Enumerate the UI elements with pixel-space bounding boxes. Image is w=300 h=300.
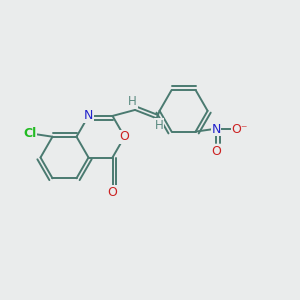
Text: Cl: Cl [23,127,37,140]
Text: N: N [211,123,221,136]
Text: H: H [154,119,164,132]
Text: H: H [128,95,137,108]
Text: N: N [84,110,93,122]
Text: O: O [108,186,117,199]
Text: O: O [120,130,129,143]
Text: O⁻: O⁻ [231,123,248,136]
Text: O: O [211,145,221,158]
